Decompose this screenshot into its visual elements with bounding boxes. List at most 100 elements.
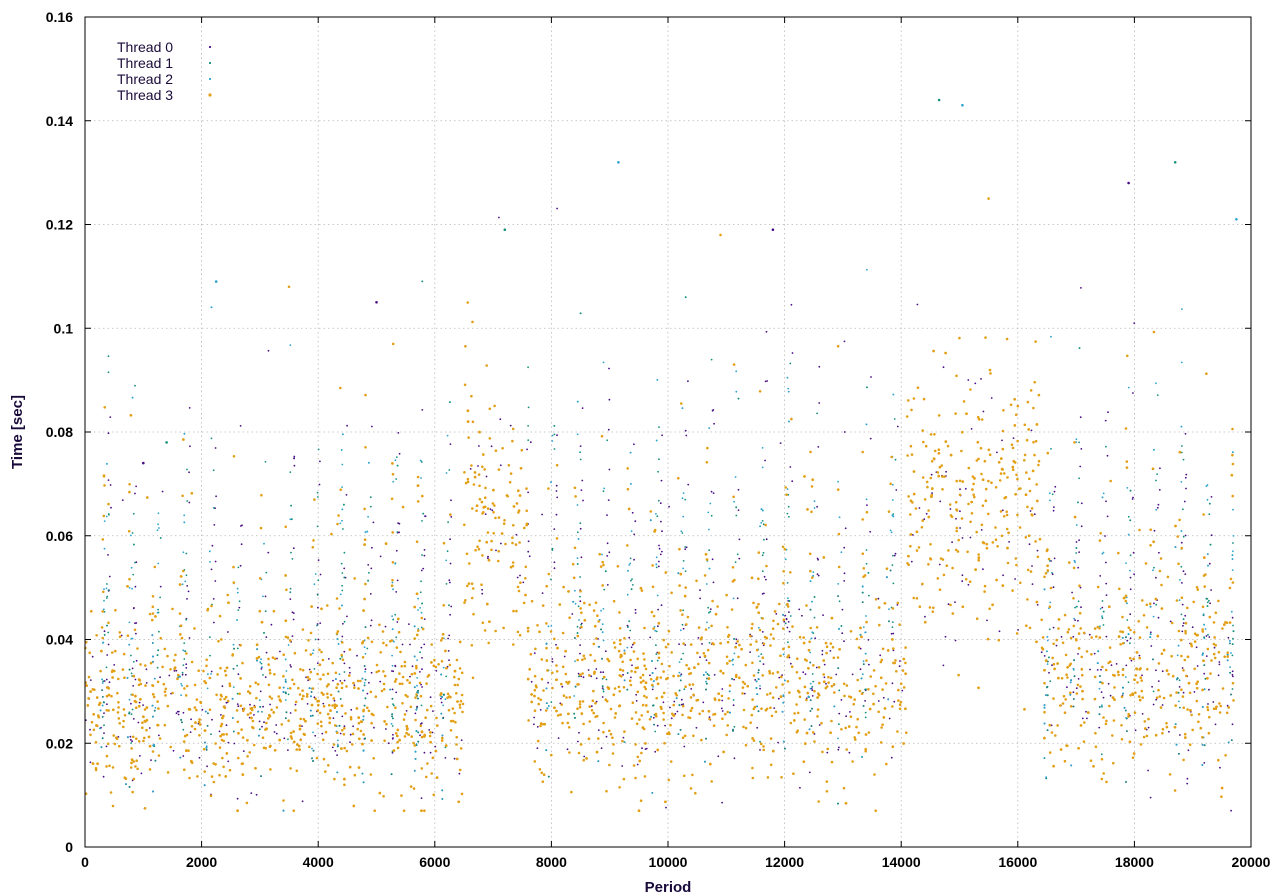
point-thread-0 — [789, 662, 792, 665]
point-thread-0 — [1208, 688, 1210, 691]
point-thread-1 — [862, 663, 865, 665]
point-thread-0 — [269, 703, 271, 706]
point-thread-0 — [210, 568, 213, 571]
point-thread-0 — [1075, 687, 1078, 690]
point-thread-0 — [373, 726, 375, 729]
point-thread-0 — [1107, 411, 1109, 414]
point-thread-1 — [154, 759, 157, 762]
point-thread-1 — [736, 553, 739, 556]
point-thread-1 — [787, 641, 789, 644]
point-thread-0 — [841, 632, 844, 635]
point-thread-0 — [1080, 606, 1082, 609]
point-thread-0 — [1029, 510, 1032, 512]
point-thread-0 — [631, 511, 634, 514]
point-thread-0 — [759, 687, 761, 690]
point-thread-1 — [891, 621, 894, 623]
point-thread-0 — [811, 695, 814, 697]
point-thread-0 — [823, 676, 826, 679]
point-thread-0 — [1149, 796, 1152, 799]
point-thread-0 — [654, 750, 657, 753]
point-thread-1 — [264, 610, 267, 613]
point-thread-0 — [918, 507, 921, 509]
point-thread-0 — [821, 649, 824, 652]
point-thread-1 — [579, 595, 581, 598]
point-thread-0 — [185, 667, 188, 669]
point-thread-0 — [687, 380, 689, 383]
point-thread-1 — [733, 638, 735, 640]
point-thread-0 — [787, 621, 790, 623]
point-thread-0 — [579, 652, 581, 655]
point-thread-0 — [139, 755, 141, 757]
point-thread-0 — [579, 600, 582, 603]
point-thread-0 — [868, 663, 870, 666]
point-thread-0 — [1051, 664, 1053, 667]
point-thread-0 — [813, 733, 816, 735]
point-thread-1 — [811, 685, 814, 688]
point-thread-0 — [877, 597, 880, 600]
point-thread-1 — [1125, 781, 1127, 783]
point-thread-0 — [1132, 496, 1134, 499]
point-thread-0 — [107, 479, 110, 481]
point-thread-0 — [1008, 541, 1010, 543]
point-thread-0 — [317, 606, 319, 609]
point-thread-1 — [1180, 613, 1183, 616]
point-thread-0 — [557, 737, 560, 739]
point-thread-0 — [1001, 509, 1004, 512]
point-thread-0 — [1080, 525, 1083, 528]
point-thread-0 — [660, 479, 663, 482]
point-thread-0 — [606, 514, 608, 516]
point-thread-1 — [1177, 691, 1180, 694]
point-thread-0 — [843, 546, 846, 549]
point-thread-1 — [784, 622, 787, 625]
point-thread-1 — [364, 626, 367, 628]
point-thread-0 — [1218, 663, 1221, 666]
point-thread-0 — [198, 756, 201, 759]
point-thread-0 — [799, 786, 801, 789]
point-thread-0 — [148, 727, 151, 729]
point-thread-0 — [145, 668, 148, 671]
point-thread-0 — [423, 549, 426, 551]
point-thread-0 — [283, 737, 286, 740]
point-thread-0 — [422, 567, 425, 570]
point-thread-0 — [998, 630, 1001, 633]
point-thread-1 — [1078, 441, 1080, 444]
point-thread-0 — [397, 432, 400, 434]
point-thread-1 — [762, 551, 765, 554]
point-thread-0 — [213, 621, 215, 624]
point-thread-1 — [735, 514, 738, 517]
point-thread-0 — [555, 643, 557, 646]
point-thread-1 — [708, 674, 710, 677]
point-thread-0 — [276, 657, 278, 660]
point-thread-0 — [201, 708, 204, 711]
point-thread-0 — [635, 693, 638, 696]
point-thread-0 — [1191, 626, 1194, 629]
point-thread-1 — [762, 523, 765, 526]
point-thread-0 — [551, 661, 554, 663]
point-thread-0 — [579, 445, 582, 447]
point-thread-1 — [574, 637, 576, 639]
point-thread-0 — [1017, 629, 1019, 631]
point-thread-0 — [870, 376, 872, 378]
point-thread-0 — [1080, 502, 1083, 505]
point-thread-0 — [1181, 667, 1184, 669]
point-thread-0 — [1048, 671, 1050, 674]
point-thread-0 — [342, 622, 344, 625]
point-thread-1 — [107, 513, 110, 515]
point-thread-0 — [434, 745, 437, 748]
point-thread-1 — [1072, 705, 1075, 708]
point-thread-1 — [551, 549, 554, 551]
point-thread-0 — [551, 658, 554, 660]
point-thread-0 — [761, 631, 764, 633]
point-thread-0 — [1105, 561, 1107, 564]
point-thread-1 — [889, 569, 892, 572]
point-thread-1 — [317, 496, 319, 498]
point-thread-0 — [607, 428, 610, 431]
point-thread-0 — [134, 622, 136, 625]
point-thread-1 — [733, 725, 736, 728]
point-thread-0 — [275, 724, 278, 726]
point-thread-0 — [867, 639, 870, 641]
point-thread-0 — [349, 671, 351, 674]
point-thread-0 — [631, 643, 634, 646]
point-thread-0 — [895, 489, 898, 491]
point-thread-0 — [817, 558, 819, 561]
